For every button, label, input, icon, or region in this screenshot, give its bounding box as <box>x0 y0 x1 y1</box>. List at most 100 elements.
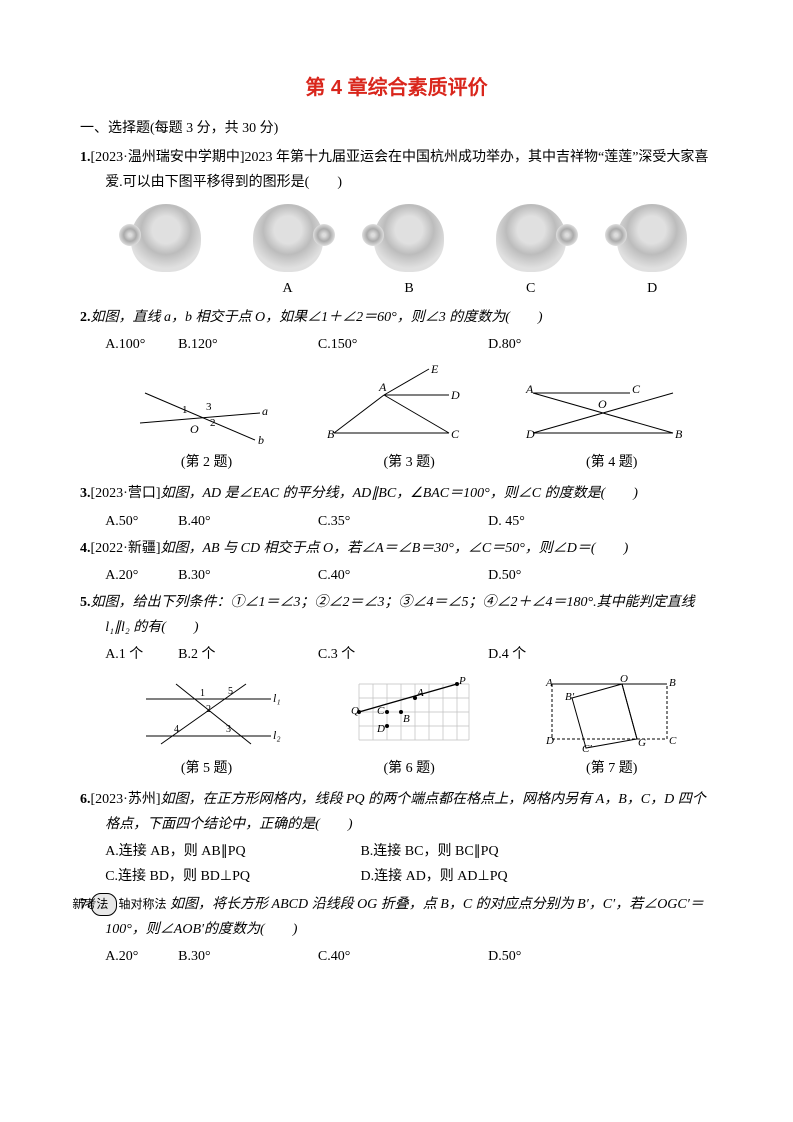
q1-choice-labels: A B C D <box>80 276 713 301</box>
q6-choice-c: C.连接 BD，则 BD⊥PQ <box>105 864 360 889</box>
q6-choice-b: B.连接 BC，则 BC∥PQ <box>360 839 664 864</box>
q4-choice-b: B.30° <box>178 563 318 588</box>
svg-text:O: O <box>190 422 199 436</box>
figure-q7: A O B D C G B′ C′ <box>542 674 682 754</box>
svg-text:b: b <box>258 433 264 447</box>
q7-choice-a: A.20° <box>105 944 178 969</box>
svg-text:G: G <box>638 737 646 749</box>
svg-text:3: 3 <box>226 724 231 735</box>
q7-choices: A.20° B.30° C.40° D.50° <box>80 944 713 969</box>
q5-choice-c: C.3 个 <box>318 642 488 667</box>
page-title: 第 4 章综合素质评价 <box>80 70 713 106</box>
svg-text:A: A <box>416 687 424 699</box>
svg-text:D: D <box>525 427 535 441</box>
svg-text:C: C <box>377 705 385 717</box>
q4-text: 如图，AB 与 CD 相交于点 O，若∠A＝∠B＝30°，∠C＝50°，则∠D＝… <box>161 541 629 556</box>
svg-text:A: A <box>378 380 387 394</box>
q5-choice-d: D.4 个 <box>488 642 610 667</box>
svg-text:B: B <box>669 677 676 689</box>
figcap-4: (第 4 题) <box>510 450 713 475</box>
q4-choice-c: C.40° <box>318 563 488 588</box>
mascot-icon <box>253 204 323 272</box>
q6-text: 如图，在正方形网格内，线段 PQ 的两个端点都在格点上，网格内另有 A，B，C，… <box>105 792 706 832</box>
q2-num: 2. <box>80 310 91 325</box>
q4-num: 4. <box>80 541 91 556</box>
svg-text:5: 5 <box>228 686 233 697</box>
svg-text:E: E <box>430 363 439 376</box>
question-7: 7.新考法轴对称法 如图，将长方形 ABCD 沿线段 OG 折叠，点 B，C 的… <box>80 892 713 942</box>
svg-text:O: O <box>598 397 607 411</box>
q7-text: 如图，将长方形 ABCD 沿线段 OG 折叠，点 B，C 的对应点分别为 B′，… <box>105 897 704 937</box>
q7-choice-c: C.40° <box>318 944 488 969</box>
q5-choices: A.1 个 B.2 个 C.3 个 D.4 个 <box>80 642 713 667</box>
question-1: 1.[2023·温州瑞安中学期中]2023 年第十九届亚运会在中国杭州成功举办，… <box>80 145 713 195</box>
new-method-tag: 新考法 <box>91 893 117 917</box>
svg-text:B: B <box>403 713 410 725</box>
svg-text:l₁: l₁ <box>273 691 281 705</box>
svg-text:A: A <box>525 382 534 396</box>
svg-text:C: C <box>669 735 677 747</box>
q5-text: 如图，给出下列条件：①∠1＝∠3；②∠2＝∠3；③∠4＝∠5；④∠2＋∠4＝18… <box>91 595 695 635</box>
q2-choice-b: B.120° <box>178 332 318 357</box>
svg-text:C: C <box>632 382 641 396</box>
q6-num: 6. <box>80 792 91 807</box>
svg-text:O: O <box>620 674 628 685</box>
q4-choice-d: D.50° <box>488 563 610 588</box>
svg-text:l₂: l₂ <box>273 728 281 742</box>
q5-choice-b: B.2 个 <box>178 642 318 667</box>
figure-q2: a b O 1 3 2 <box>130 378 270 448</box>
figure-row-567: l₁ l₂ 5 1 2 4 3 Q P A B C D <box>80 674 713 754</box>
question-2: 2.如图，直线 a，b 相交于点 O，如果∠1＋∠2＝60°，则∠3 的度数为(… <box>80 305 713 330</box>
mascot-icon <box>496 204 566 272</box>
q3-choice-d: D. 45° <box>488 509 610 534</box>
svg-text:B: B <box>327 427 335 441</box>
q3-choices: A.50° B.40° C.35° D. 45° <box>80 509 713 534</box>
svg-text:D: D <box>450 388 460 402</box>
q6-choices: A.连接 AB，则 AB∥PQ B.连接 BC，则 BC∥PQ C.连接 BD，… <box>80 839 713 889</box>
q7-choice-d: D.50° <box>488 944 610 969</box>
q6-choice-d: D.连接 AD，则 AD⊥PQ <box>360 864 664 889</box>
figure-q5: l₁ l₂ 5 1 2 4 3 <box>136 674 286 754</box>
q5-num: 5. <box>80 595 91 610</box>
svg-text:1: 1 <box>200 688 205 699</box>
svg-text:a: a <box>262 404 268 418</box>
svg-text:B: B <box>675 427 683 441</box>
q3-num: 3. <box>80 486 91 501</box>
mascot-icon <box>374 204 444 272</box>
figure-caps-234: (第 2 题) (第 3 题) (第 4 题) <box>80 450 713 475</box>
q6-choice-a: A.连接 AB，则 AB∥PQ <box>105 839 360 864</box>
q1-label-d: D <box>591 276 713 301</box>
q4-prefix: [2022·新疆] <box>91 541 161 556</box>
svg-text:Q: Q <box>351 705 359 717</box>
q4-choice-a: A.20° <box>105 563 178 588</box>
q1-num: 1. <box>80 150 91 165</box>
figcap-2: (第 2 题) <box>105 450 308 475</box>
q3-choice-a: A.50° <box>105 509 178 534</box>
svg-text:4: 4 <box>174 724 179 735</box>
svg-text:C: C <box>451 427 460 441</box>
q2-choice-a: A.100° <box>105 332 178 357</box>
q1-label-b: B <box>348 276 470 301</box>
figure-q6: Q P A B C D <box>349 674 479 754</box>
figure-row-234: a b O 1 3 2 A B C D E A C D B O <box>80 363 713 448</box>
q3-prefix: [2023·营口] <box>91 486 161 501</box>
figcap-6: (第 6 题) <box>308 756 511 781</box>
question-4: 4.[2022·新疆]如图，AB 与 CD 相交于点 O，若∠A＝∠B＝30°，… <box>80 536 713 561</box>
question-6: 6.[2023·苏州]如图，在正方形网格内，线段 PQ 的两个端点都在格点上，网… <box>80 787 713 837</box>
q5-choice-a: A.1 个 <box>105 642 178 667</box>
tag-sub: 轴对称法 <box>119 897 167 911</box>
mascot-icon <box>131 204 201 272</box>
figure-q4: A C D B O <box>518 378 688 448</box>
question-3: 3.[2023·营口]如图，AD 是∠EAC 的平分线，AD∥BC，∠BAC＝1… <box>80 481 713 506</box>
figcap-7: (第 7 题) <box>510 756 713 781</box>
q1-label-a: A <box>227 276 349 301</box>
svg-text:C′: C′ <box>582 743 592 754</box>
svg-text:A: A <box>545 677 553 689</box>
svg-text:2: 2 <box>206 704 211 715</box>
figcap-3: (第 3 题) <box>308 450 511 475</box>
section-heading: 一、选择题(每题 3 分，共 30 分) <box>80 116 713 141</box>
svg-text:D: D <box>376 723 385 735</box>
q3-choice-c: C.35° <box>318 509 488 534</box>
figure-caps-567: (第 5 题) (第 6 题) (第 7 题) <box>80 756 713 781</box>
figure-q3: A B C D E <box>319 363 469 448</box>
